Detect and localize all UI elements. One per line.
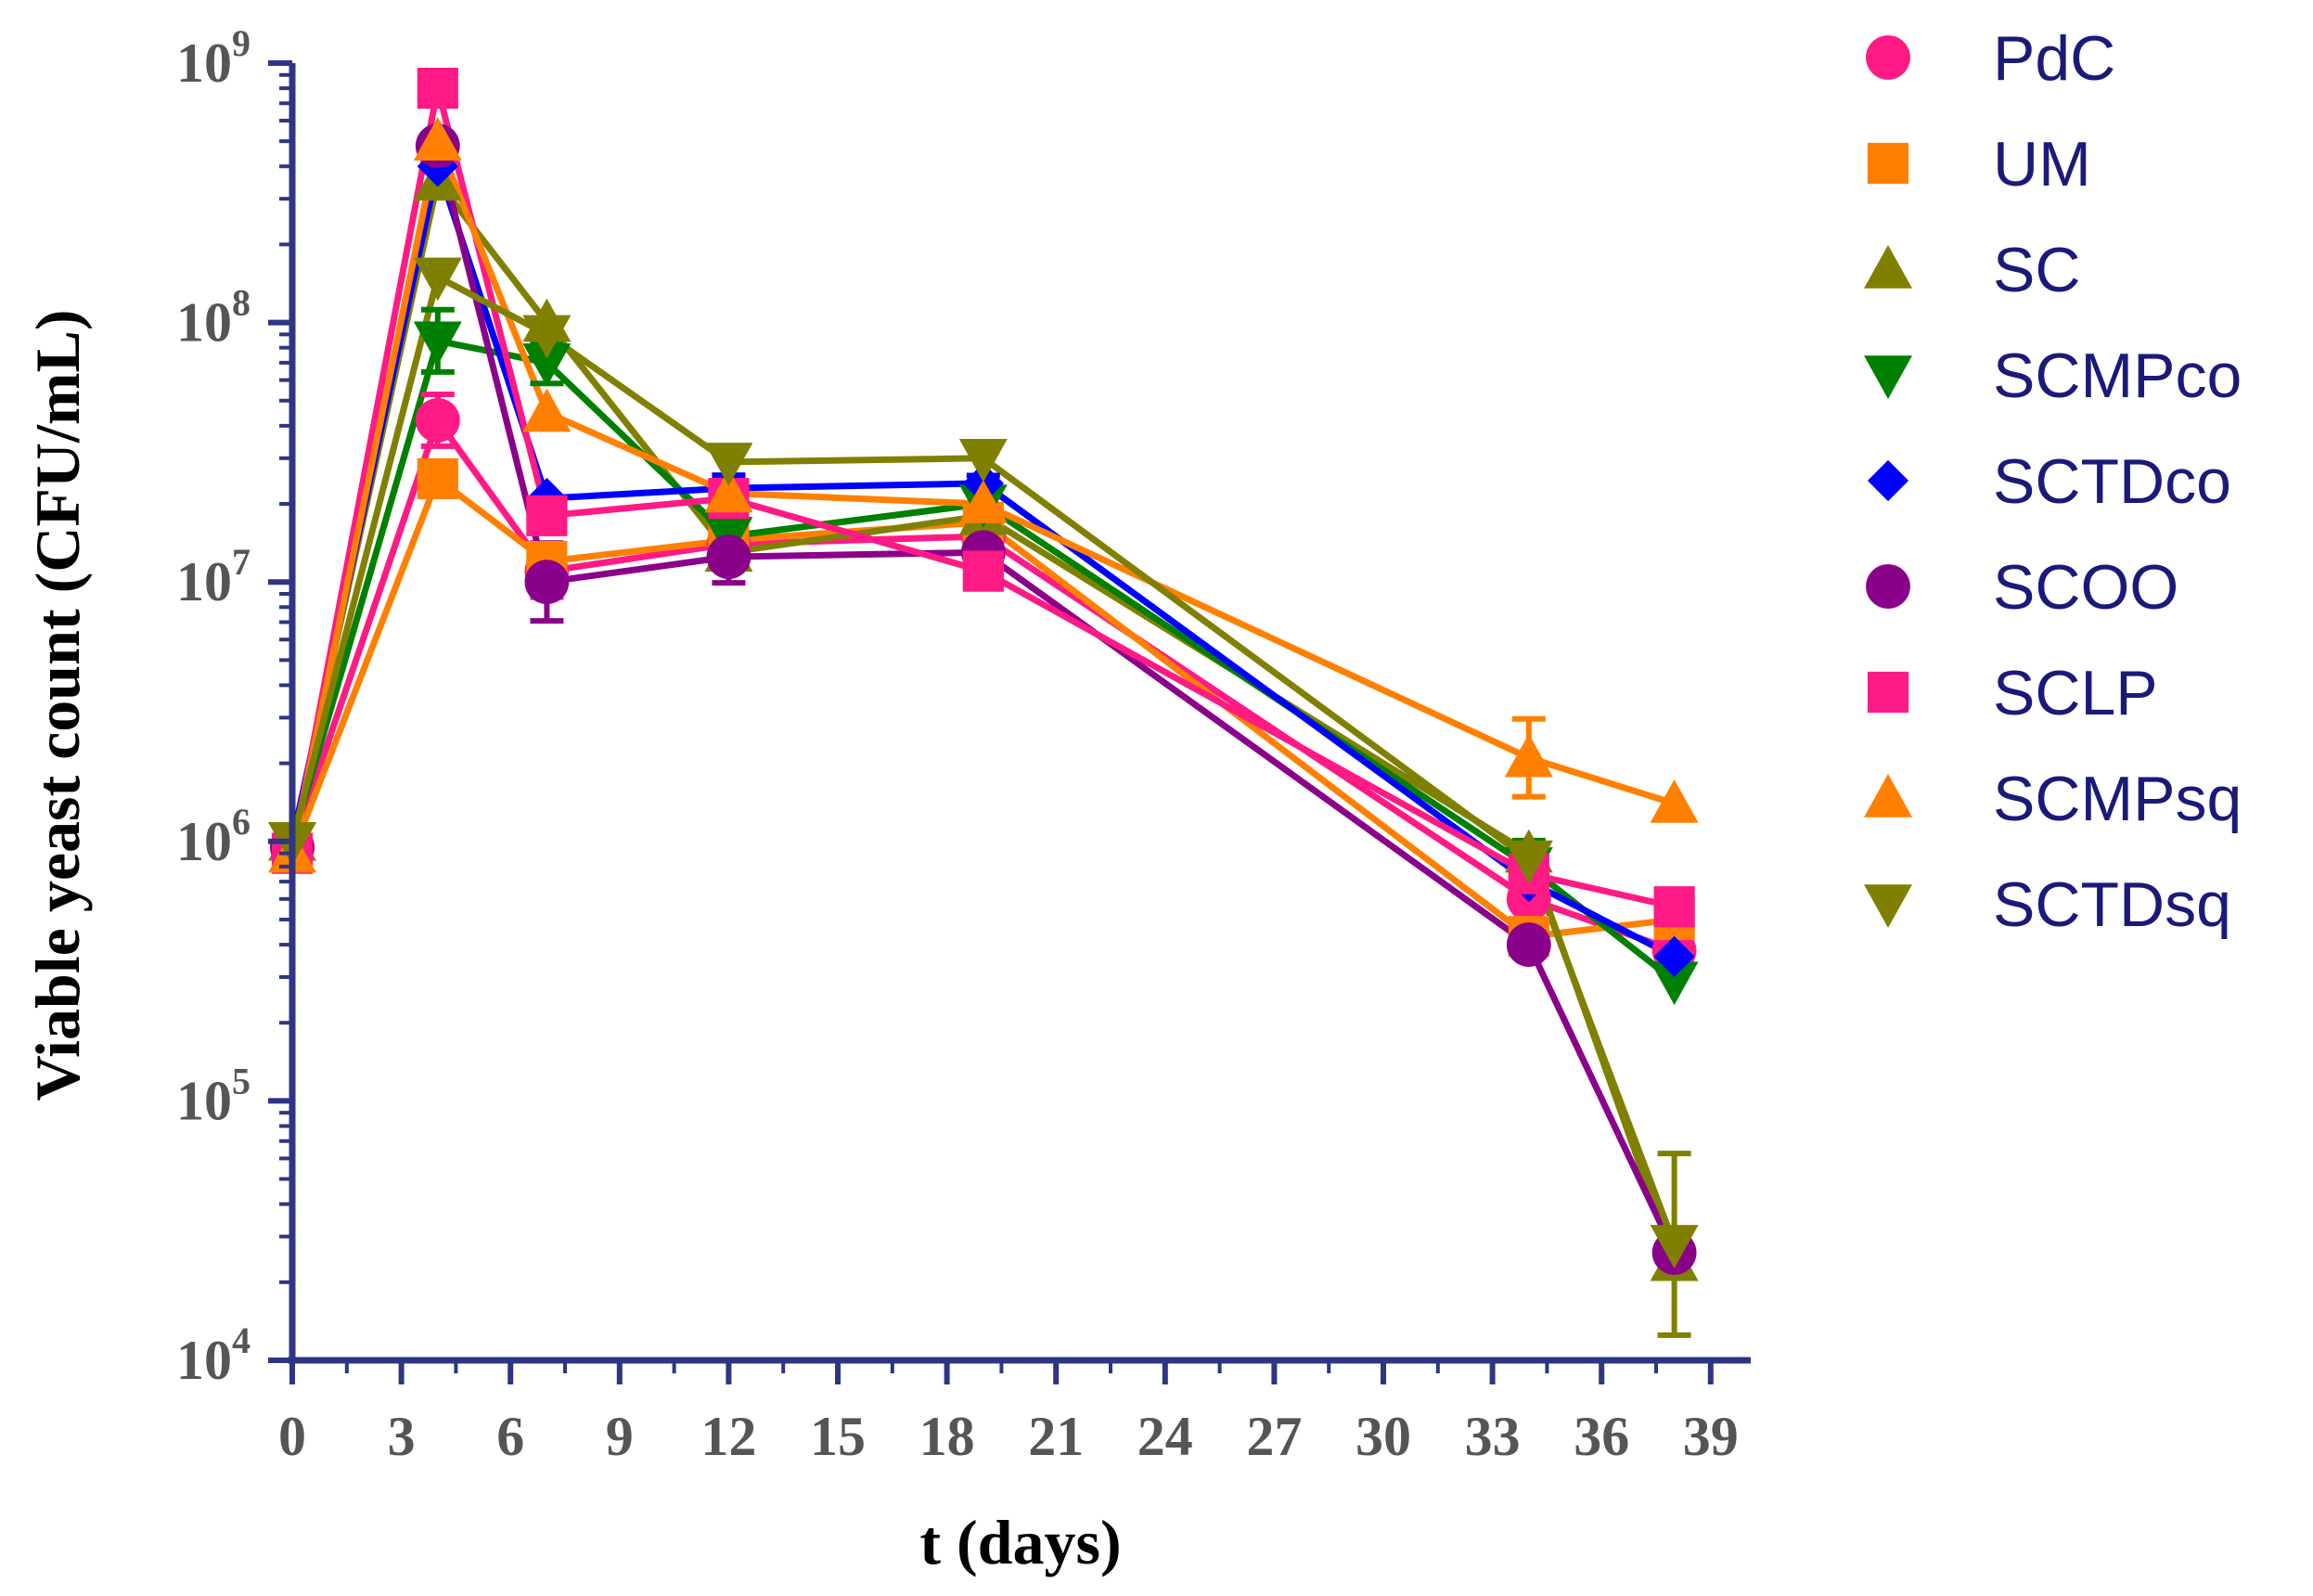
x-tick-label: 33 [1465,1406,1521,1467]
x-axis-title: t (days) [919,1507,1121,1577]
legend-label-sclp: SCLP [1993,658,2158,728]
data-point-scmpsq [522,388,572,432]
y-tick-exponent: 8 [232,282,251,324]
y-tick-exponent: 7 [232,541,251,583]
legend-marker-sctdsq [1864,884,1912,928]
y-tick-base: 10 [176,1070,232,1131]
legend-marker-um [1867,142,1909,185]
legend-marker-sctdco [1867,459,1909,502]
legend-marker-scoo [1866,564,1910,609]
y-tick-base: 10 [176,551,232,612]
data-point-scoo [524,560,570,605]
x-tick-label: 9 [606,1406,634,1467]
legend: PdC UM SC SCMPco SCTDco SCOO SCLP SCMPsq SCTDsq [1864,23,2242,940]
x-tick-label: 30 [1356,1406,1411,1467]
y-tick-label: 107 [176,541,251,612]
data-point-sclp [526,495,568,536]
y-tick-base: 10 [176,32,232,94]
legend-label-um: UM [1993,129,2091,200]
y-tick-label: 104 [176,1319,251,1391]
data-point-sclp [1653,886,1695,928]
data-point-um [417,457,458,500]
series-line-scmpco [289,337,1677,984]
series-line-sctdsq [289,273,1677,1246]
x-tick-label: 0 [278,1406,306,1467]
x-tick-label: 21 [1028,1406,1084,1467]
legend-label-scmpco: SCMPco [1993,341,2242,411]
legend-marker-sc [1864,245,1912,289]
data-point-scmpco [413,321,462,366]
x-tick-label: 15 [810,1406,866,1467]
x-tick-label: 6 [496,1406,524,1467]
data-point-scmpco [522,343,572,387]
data-point-sctdco [1653,935,1695,977]
y-tick-base: 10 [176,811,232,872]
data-point-sctdsq [704,443,753,486]
x-tick-label: 27 [1246,1406,1302,1467]
error-bars [420,72,1691,1338]
x-tick-label: 12 [700,1406,756,1467]
series-lines [289,84,1677,1263]
x-tick-label: 3 [388,1406,416,1467]
y-tick-exponent: 5 [232,1060,251,1101]
data-point-scmpsq [413,117,462,161]
data-point-sctdsq [1650,1225,1699,1268]
data-point-scmpsq [704,469,753,513]
y-tick-exponent: 9 [232,22,251,64]
data-point-scoo [706,534,752,580]
data-point-scmpsq [1650,779,1699,823]
x-axis-ticks: 0 3 6 9 12 15 18 21 24 27 30 33 36 39 [278,1360,1739,1467]
legend-marker-pdc [1866,35,1910,80]
data-point-scmpsq [1504,733,1553,778]
legend-label-sc: SC [1993,235,2080,305]
data-point-scmpco [1650,961,1699,1006]
x-tick-label: 18 [919,1406,975,1467]
y-tick-label: 105 [176,1060,251,1131]
y-tick-label: 108 [176,282,251,354]
data-point-sclp [417,67,458,109]
y-axis-title: Viable yeast count (CFU/mL) [22,309,93,1100]
legend-marker-scmpco [1864,355,1912,399]
legend-label-scmpsq: SCMPsq [1993,764,2242,834]
legend-label-sctdsq: SCTDsq [1993,869,2231,940]
legend-label-pdc: PdC [1993,23,2115,94]
data-point-sctdsq [958,438,1008,483]
legend-marker-scmpsq [1864,774,1912,817]
legend-marker-sclp [1867,671,1909,714]
data-point-scmpsq [958,480,1008,523]
legend-label-scoo: SCOO [1993,552,2178,623]
data-point-sctdsq [1504,840,1553,884]
data-point-scoo [1506,922,1551,967]
y-tick-exponent: 4 [232,1319,251,1361]
legend-label-sctdco: SCTDco [1993,446,2231,517]
y-tick-base: 10 [176,292,232,354]
x-tick-label: 36 [1574,1406,1629,1467]
data-point-sctdsq [522,315,572,359]
data-point-sclp [962,550,1004,592]
x-tick-label: 24 [1137,1406,1193,1467]
data-point-pdc [415,398,460,443]
y-tick-label: 109 [176,22,251,94]
y-tick-base: 10 [176,1330,232,1391]
y-tick-label: 106 [176,801,251,872]
y-tick-exponent: 6 [232,801,251,843]
data-point-sctdsq [413,257,462,302]
x-tick-label: 39 [1683,1406,1739,1467]
